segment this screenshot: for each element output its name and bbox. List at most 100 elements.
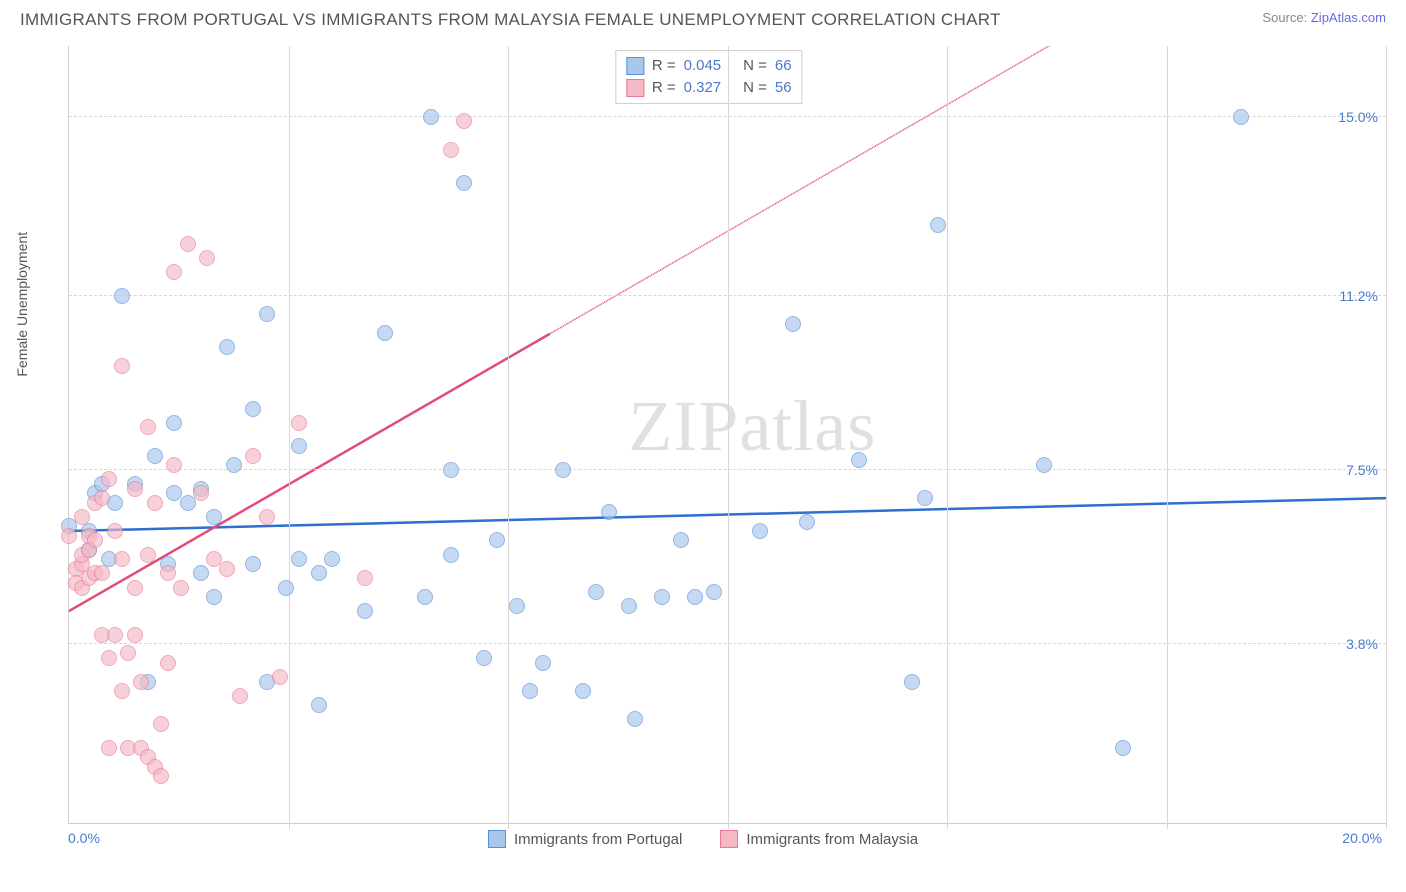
bottom-legend-label: Immigrants from Malaysia <box>746 831 918 848</box>
scatter-point <box>278 580 294 596</box>
scatter-point <box>107 627 123 643</box>
scatter-point <box>917 490 933 506</box>
scatter-point <box>101 471 117 487</box>
scatter-point <box>654 589 670 605</box>
gridline-vertical <box>1167 46 1168 829</box>
scatter-point <box>509 598 525 614</box>
scatter-point <box>443 547 459 563</box>
gridline-vertical <box>508 46 509 829</box>
plot-area: ZIPatlas R =0.045N =66R =0.327N =56 3.8%… <box>68 46 1386 824</box>
scatter-point <box>377 325 393 341</box>
scatter-point <box>1036 457 1052 473</box>
scatter-point <box>311 697 327 713</box>
scatter-point <box>259 509 275 525</box>
scatter-point <box>94 565 110 581</box>
gridline-vertical <box>947 46 948 829</box>
scatter-point <box>160 655 176 671</box>
bottom-legend-label: Immigrants from Portugal <box>514 831 682 848</box>
scatter-point <box>535 655 551 671</box>
scatter-point <box>127 481 143 497</box>
scatter-point <box>147 495 163 511</box>
scatter-point <box>127 627 143 643</box>
legend-swatch <box>626 79 644 97</box>
scatter-point <box>193 485 209 501</box>
scatter-point <box>259 306 275 322</box>
scatter-point <box>153 768 169 784</box>
scatter-point <box>1233 109 1249 125</box>
gridline-vertical <box>1386 46 1387 829</box>
scatter-point <box>114 288 130 304</box>
scatter-point <box>107 523 123 539</box>
scatter-point <box>74 509 90 525</box>
scatter-point <box>245 556 261 572</box>
y-tick-label: 7.5% <box>1346 462 1378 478</box>
scatter-point <box>219 561 235 577</box>
scatter-point <box>61 528 77 544</box>
scatter-point <box>140 547 156 563</box>
scatter-point <box>133 674 149 690</box>
header: IMMIGRANTS FROM PORTUGAL VS IMMIGRANTS F… <box>0 0 1406 36</box>
scatter-point <box>357 570 373 586</box>
scatter-point <box>147 448 163 464</box>
scatter-point <box>627 711 643 727</box>
scatter-point <box>291 438 307 454</box>
scatter-point <box>219 339 235 355</box>
watermark-text-a: ZIP <box>628 386 739 466</box>
scatter-point <box>456 113 472 129</box>
scatter-point <box>232 688 248 704</box>
legend-r-label: R = <box>652 77 676 99</box>
scatter-point <box>153 716 169 732</box>
scatter-point <box>101 650 117 666</box>
bottom-legend: Immigrants from Portugal Immigrants from … <box>20 830 1386 848</box>
legend-swatch <box>626 57 644 75</box>
scatter-point <box>114 683 130 699</box>
scatter-point <box>120 645 136 661</box>
scatter-point <box>87 532 103 548</box>
scatter-point <box>555 462 571 478</box>
source-label: Source: <box>1262 10 1307 25</box>
scatter-point <box>357 603 373 619</box>
scatter-point <box>601 504 617 520</box>
scatter-point <box>1115 740 1131 756</box>
gridline-vertical <box>728 46 729 829</box>
scatter-point <box>476 650 492 666</box>
chart-container: Female Unemployment ZIPatlas R =0.045N =… <box>20 46 1386 852</box>
scatter-point <box>206 589 222 605</box>
scatter-point <box>522 683 538 699</box>
scatter-point <box>245 401 261 417</box>
scatter-point <box>199 250 215 266</box>
scatter-point <box>752 523 768 539</box>
scatter-point <box>160 565 176 581</box>
legend-r-label: R = <box>652 55 676 77</box>
scatter-point <box>930 217 946 233</box>
scatter-point <box>180 236 196 252</box>
scatter-point <box>173 580 189 596</box>
scatter-point <box>166 415 182 431</box>
scatter-point <box>291 551 307 567</box>
scatter-point <box>291 415 307 431</box>
scatter-point <box>193 565 209 581</box>
scatter-point <box>785 316 801 332</box>
legend-n-value: 56 <box>775 77 792 99</box>
legend-stats-box: R =0.045N =66R =0.327N =56 <box>615 50 803 104</box>
scatter-point <box>166 457 182 473</box>
scatter-point <box>324 551 340 567</box>
scatter-point <box>588 584 604 600</box>
scatter-point <box>456 175 472 191</box>
scatter-point <box>904 674 920 690</box>
gridline-vertical <box>289 46 290 829</box>
scatter-point <box>94 490 110 506</box>
y-tick-label: 3.8% <box>1346 636 1378 652</box>
source-link[interactable]: ZipAtlas.com <box>1311 10 1386 25</box>
scatter-point <box>226 457 242 473</box>
bottom-legend-item: Immigrants from Malaysia <box>720 830 918 848</box>
scatter-point <box>799 514 815 530</box>
source-attribution: Source: ZipAtlas.com <box>1262 10 1386 25</box>
watermark: ZIPatlas <box>628 385 876 468</box>
y-tick-label: 15.0% <box>1338 109 1378 125</box>
scatter-point <box>443 462 459 478</box>
scatter-point <box>489 532 505 548</box>
scatter-point <box>245 448 261 464</box>
scatter-point <box>311 565 327 581</box>
y-axis-label: Female Unemployment <box>14 232 30 377</box>
